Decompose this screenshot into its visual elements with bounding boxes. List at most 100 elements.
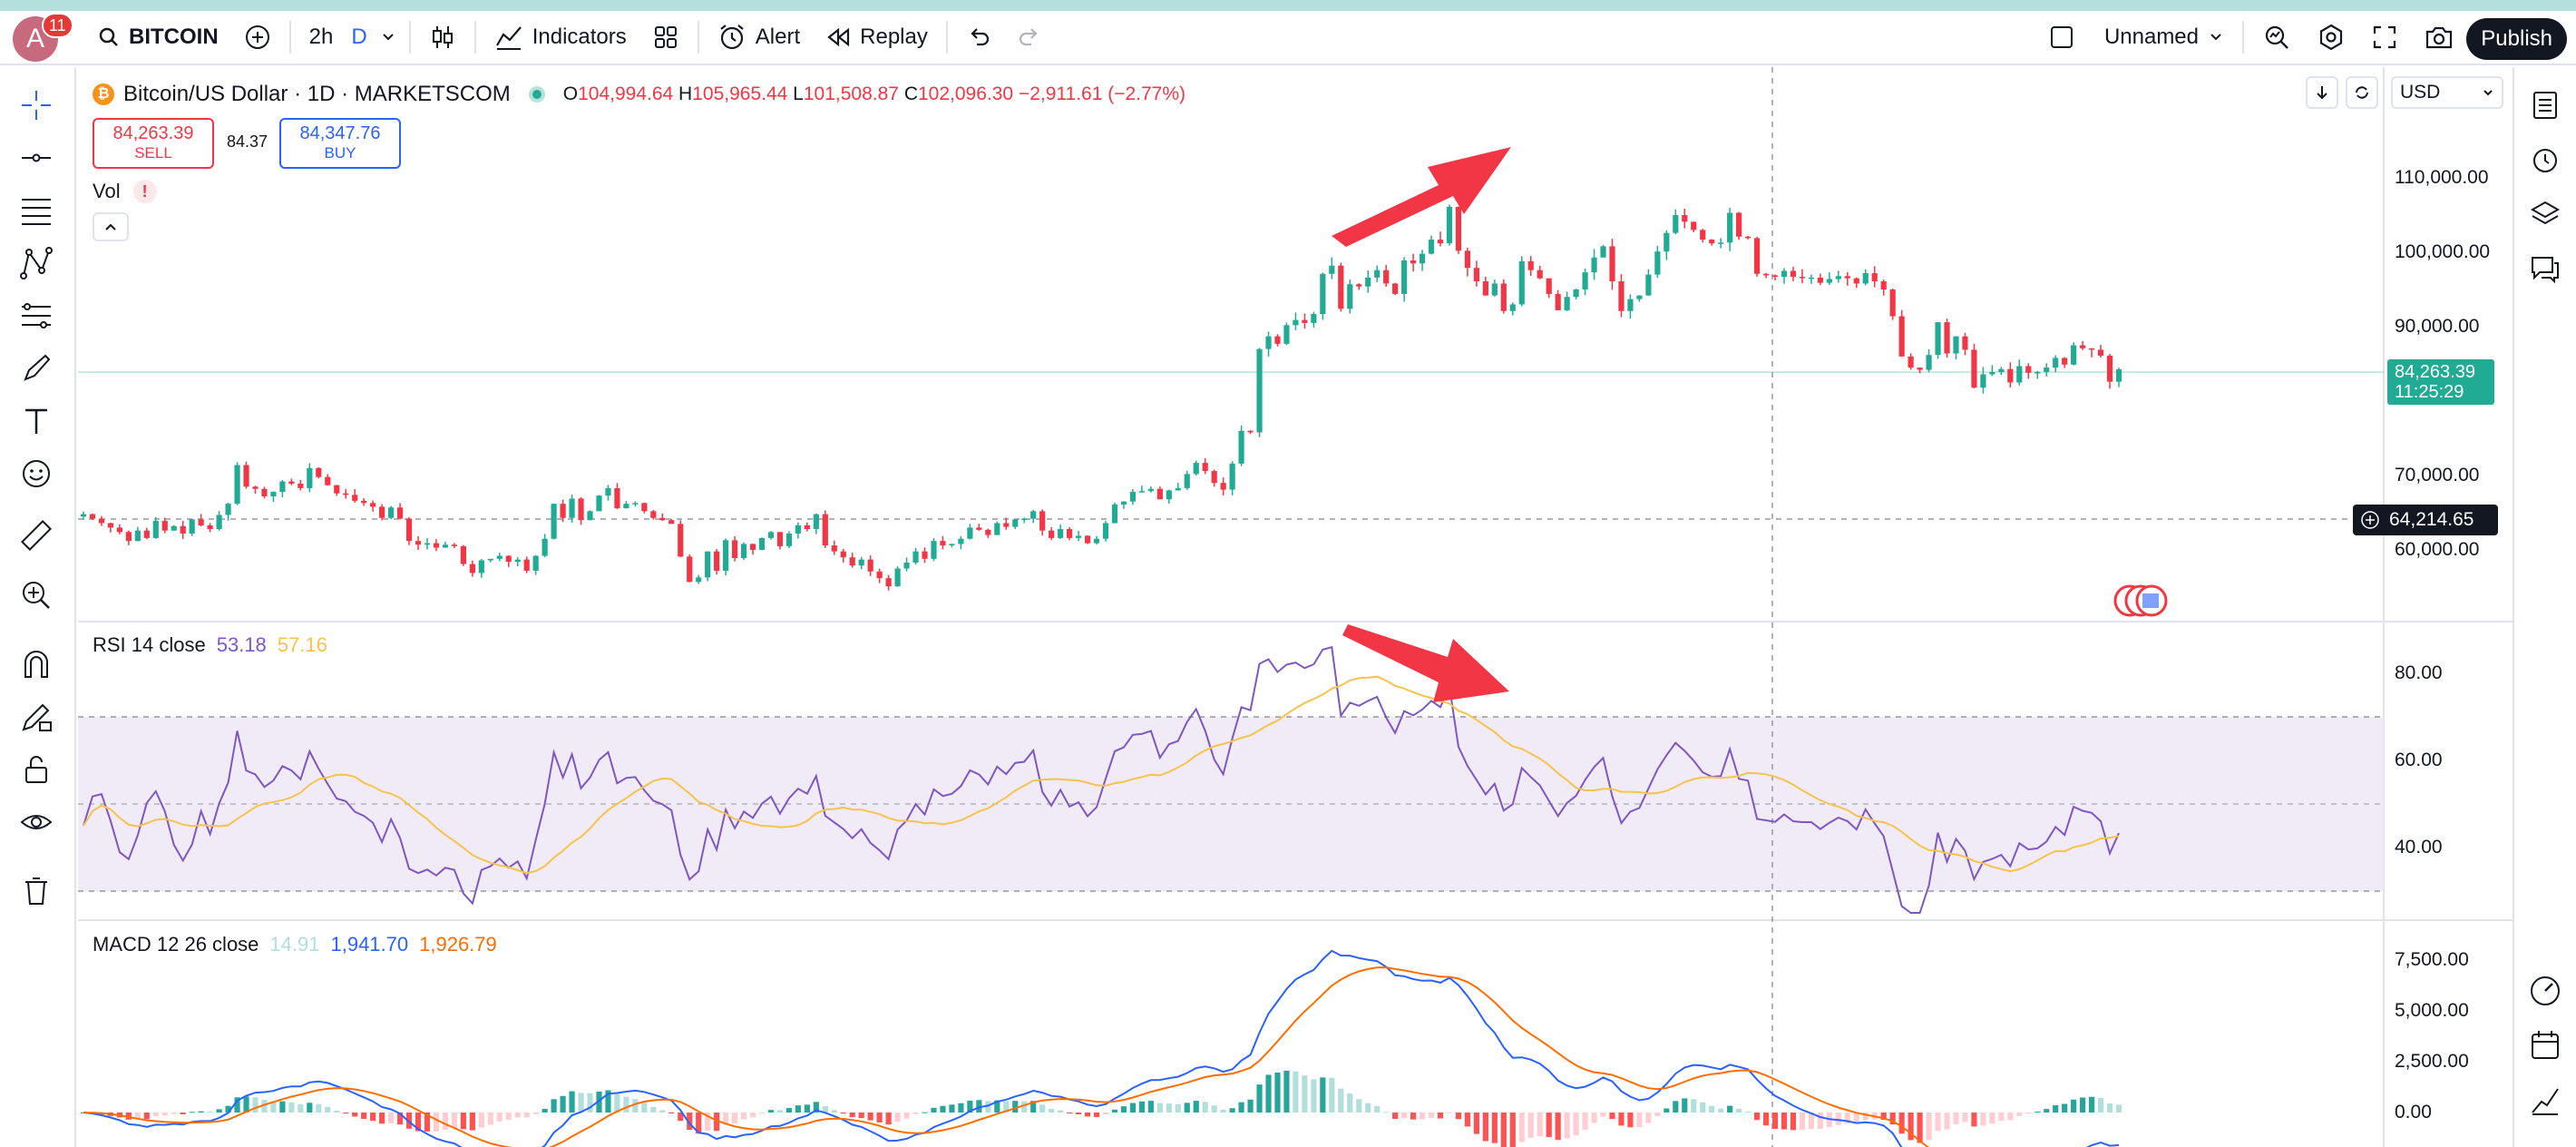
redo-button[interactable] (1004, 10, 1055, 64)
object-tree-button[interactable] (2525, 194, 2565, 234)
currency-select[interactable]: USD (2391, 76, 2503, 109)
crosshair-tool[interactable] (16, 85, 56, 125)
projection-tool[interactable] (16, 296, 56, 336)
economic-events-icon[interactable] (2113, 584, 2168, 617)
sell-label: SELL (134, 144, 172, 162)
search-icon (99, 27, 118, 46)
calendar-icon (2532, 1031, 2559, 1059)
symbol-search-button[interactable]: BITCOIN (85, 10, 231, 64)
text-tool[interactable] (16, 401, 56, 441)
price-chart[interactable] (78, 67, 2513, 1147)
remove-drawings-tool[interactable] (16, 871, 56, 911)
alert-button[interactable]: Alert (705, 10, 813, 64)
low-label: L (793, 83, 804, 104)
chats-button[interactable] (2525, 249, 2565, 289)
hotlists-button[interactable] (2525, 971, 2565, 1011)
warning-icon[interactable]: ! (132, 180, 157, 203)
right-sidebar (2513, 67, 2576, 1147)
macd-histogram-bar (1256, 1084, 1263, 1113)
volume-legend[interactable]: Vol ! (93, 180, 157, 203)
ideas-button[interactable] (2525, 1080, 2565, 1120)
macd-histogram-bar (1247, 1099, 1254, 1113)
settings-button[interactable] (2304, 10, 2358, 64)
macd-histogram-bar (1392, 1113, 1399, 1120)
replay-button[interactable]: Replay (813, 10, 941, 64)
alerts-panel-button[interactable] (2525, 140, 2565, 180)
indicators-label: Indicators (532, 25, 627, 49)
candle-body (343, 493, 349, 495)
candle-body (433, 543, 440, 548)
rsi-legend[interactable]: RSI 14 close 53.18 57.16 (93, 633, 327, 657)
macd-histogram-bar (334, 1110, 340, 1113)
lock-drawings-tool[interactable] (16, 750, 56, 789)
candle-body (152, 521, 159, 538)
fib-tool[interactable] (16, 191, 56, 230)
interval-day-label: D (351, 25, 367, 49)
scroll-to-latest-button[interactable] (2306, 76, 2338, 109)
keep-drawing-tool[interactable] (16, 697, 56, 737)
annotation-arrow-price[interactable] (1332, 147, 1511, 247)
macd-axis-label: 7,500.00 (2395, 949, 2469, 970)
candle-body (1256, 348, 1263, 433)
undo-button[interactable] (953, 10, 1004, 64)
watchlist-button[interactable] (2525, 85, 2565, 125)
candle-body (396, 507, 404, 519)
chart-area[interactable]: ₿ Bitcoin/US Dollar · 1D · MARKETSCOM O1… (78, 67, 2513, 1147)
sell-button[interactable]: 84,263.39 SELL (93, 118, 214, 169)
chevron-down-icon (383, 34, 394, 41)
macd-histogram-bar (976, 1100, 982, 1113)
interval-day-button[interactable]: D (346, 10, 372, 64)
magnet-tool[interactable] (16, 644, 56, 684)
macd-histogram-bar (152, 1113, 159, 1116)
quick-search-button[interactable] (2249, 10, 2304, 64)
plus-circle-icon[interactable] (2360, 510, 2380, 530)
crosshair-price-tag[interactable]: 64,214.65 (2353, 505, 2498, 535)
rsi-ma-line (83, 675, 2120, 875)
market-status-icon[interactable] (528, 86, 545, 103)
trend-line-tool[interactable] (16, 138, 56, 178)
signal-line (83, 966, 1929, 1147)
fullscreen-button[interactable] (2358, 10, 2411, 64)
candle-body (1021, 518, 1028, 521)
macd-histogram-bar (822, 1105, 828, 1113)
drawing-toolbar (0, 67, 76, 1147)
measure-tool[interactable] (16, 515, 56, 555)
buy-button[interactable]: 84,347.76 BUY (279, 118, 401, 169)
layout-name-button[interactable]: Unnamed (2035, 10, 2237, 64)
macd-histogram-bar (1111, 1109, 1118, 1113)
candle-body (460, 545, 466, 564)
annotation-arrow-rsi[interactable] (1342, 624, 1509, 702)
candle-body (1509, 304, 1516, 311)
auto-scale-button[interactable] (2346, 76, 2378, 109)
macd-histogram-bar (2053, 1104, 2059, 1113)
macd-histogram-bar (1799, 1113, 1806, 1131)
hide-drawings-tool[interactable] (16, 802, 56, 842)
emoji-tool[interactable] (16, 454, 56, 494)
candle-body (931, 541, 937, 559)
indicators-button[interactable]: Indicators (482, 10, 639, 64)
candle-body (1555, 293, 1561, 310)
symbol-legend[interactable]: ₿ Bitcoin/US Dollar · 1D · MARKETSCOM O1… (93, 82, 1186, 107)
collapse-legend-button[interactable] (93, 212, 129, 241)
candle-body (1464, 250, 1471, 269)
macd-histogram-bar (1700, 1102, 1706, 1113)
zoom-tool[interactable] (16, 575, 56, 615)
snapshot-button[interactable] (2411, 10, 2467, 64)
interval-button[interactable]: 2h (297, 10, 346, 64)
compare-symbol-button[interactable] (231, 10, 284, 64)
candle-body (1682, 215, 1688, 222)
macd-histogram-bar (1437, 1113, 1444, 1119)
chart-type-button[interactable] (416, 10, 469, 64)
interval-dropdown[interactable] (373, 10, 404, 64)
brush-tool[interactable] (16, 348, 56, 388)
candle-body (325, 476, 331, 485)
macd-histogram-bar (813, 1102, 819, 1113)
calendar-button[interactable] (2525, 1025, 2565, 1065)
macd-histogram-bar (1537, 1113, 1543, 1136)
pattern-tool[interactable] (16, 243, 56, 283)
macd-histogram-bar (714, 1113, 720, 1132)
macd-legend[interactable]: MACD 12 26 close 14.91 1,941.70 1,926.79 (93, 933, 497, 956)
layouts-button[interactable] (639, 10, 692, 64)
candle-body (1826, 279, 1832, 283)
publish-button[interactable]: Publish (2466, 18, 2567, 60)
